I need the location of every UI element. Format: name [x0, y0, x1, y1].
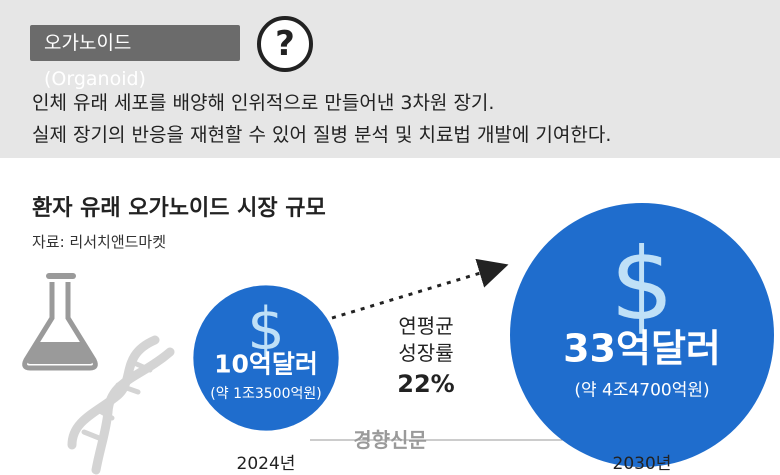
definition-line-2: 실제 장기의 반응을 재현할 수 있어 질병 분석 및 치료법 개발에 기여한다…	[32, 124, 612, 146]
bubble-value-label: 33억달러	[563, 326, 721, 370]
bubble-sublabel: (약 4조4700억원)	[574, 380, 709, 400]
bubble-1	[193, 285, 339, 431]
dna-icon	[67, 335, 175, 475]
term-tag: 오가노이드(Organoid)	[30, 25, 240, 90]
question-icon: ?	[257, 16, 313, 72]
dollar-icon: $	[247, 294, 285, 363]
growth-arrow	[331, 258, 509, 320]
growth-label-line-2: 성장률	[398, 341, 453, 365]
chart-source: 자료: 리서치앤드마켓	[32, 233, 167, 251]
definition-line-1: 인체 유래 세포를 배양해 인위적으로 만들어낸 3차원 장기.	[32, 92, 495, 114]
bubble-2	[510, 203, 774, 467]
bubble-value-label: 10억달러	[214, 350, 318, 379]
growth-label-line-1: 연평균	[398, 314, 453, 338]
flask-icon	[22, 273, 98, 371]
dollar-icon: $	[610, 226, 674, 343]
bubble-sublabel: (약 1조3500억원)	[210, 386, 321, 402]
year-label: 2024년	[237, 454, 296, 474]
chart-title: 환자 유래 오가노이드 시장 규모	[32, 196, 326, 221]
year-label: 2030년	[613, 454, 672, 474]
watermark: 경향신문	[353, 428, 427, 452]
growth-rate-value: 22%	[397, 370, 454, 398]
